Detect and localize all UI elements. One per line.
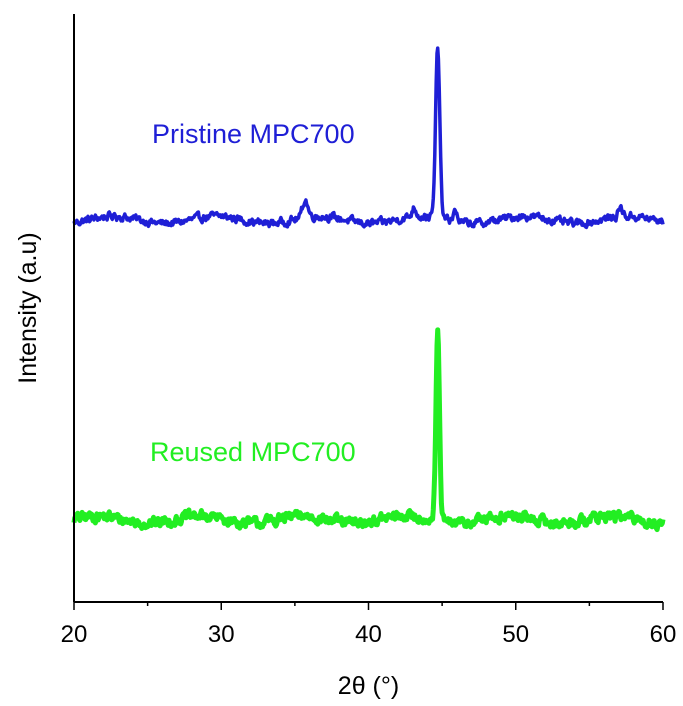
x-tick-label: 40 [355,621,382,648]
series-label-reused: Reused MPC700 [150,437,356,467]
x-tick-label: 50 [502,621,529,648]
x-tick-label: 60 [650,621,677,648]
series-line-pristine [72,46,665,230]
y-axis-title: Intensity (a.u) [14,232,42,383]
x-axis-title: 2θ (°) [338,672,399,700]
x-axis-ticks: 20 30 40 50 60 [61,602,677,648]
x-tick-label: 30 [208,621,235,648]
series-label-pristine: Pristine MPC700 [152,119,355,149]
plot-area [71,46,666,533]
x-tick-label: 20 [61,621,88,648]
series-line-reused [71,327,666,533]
